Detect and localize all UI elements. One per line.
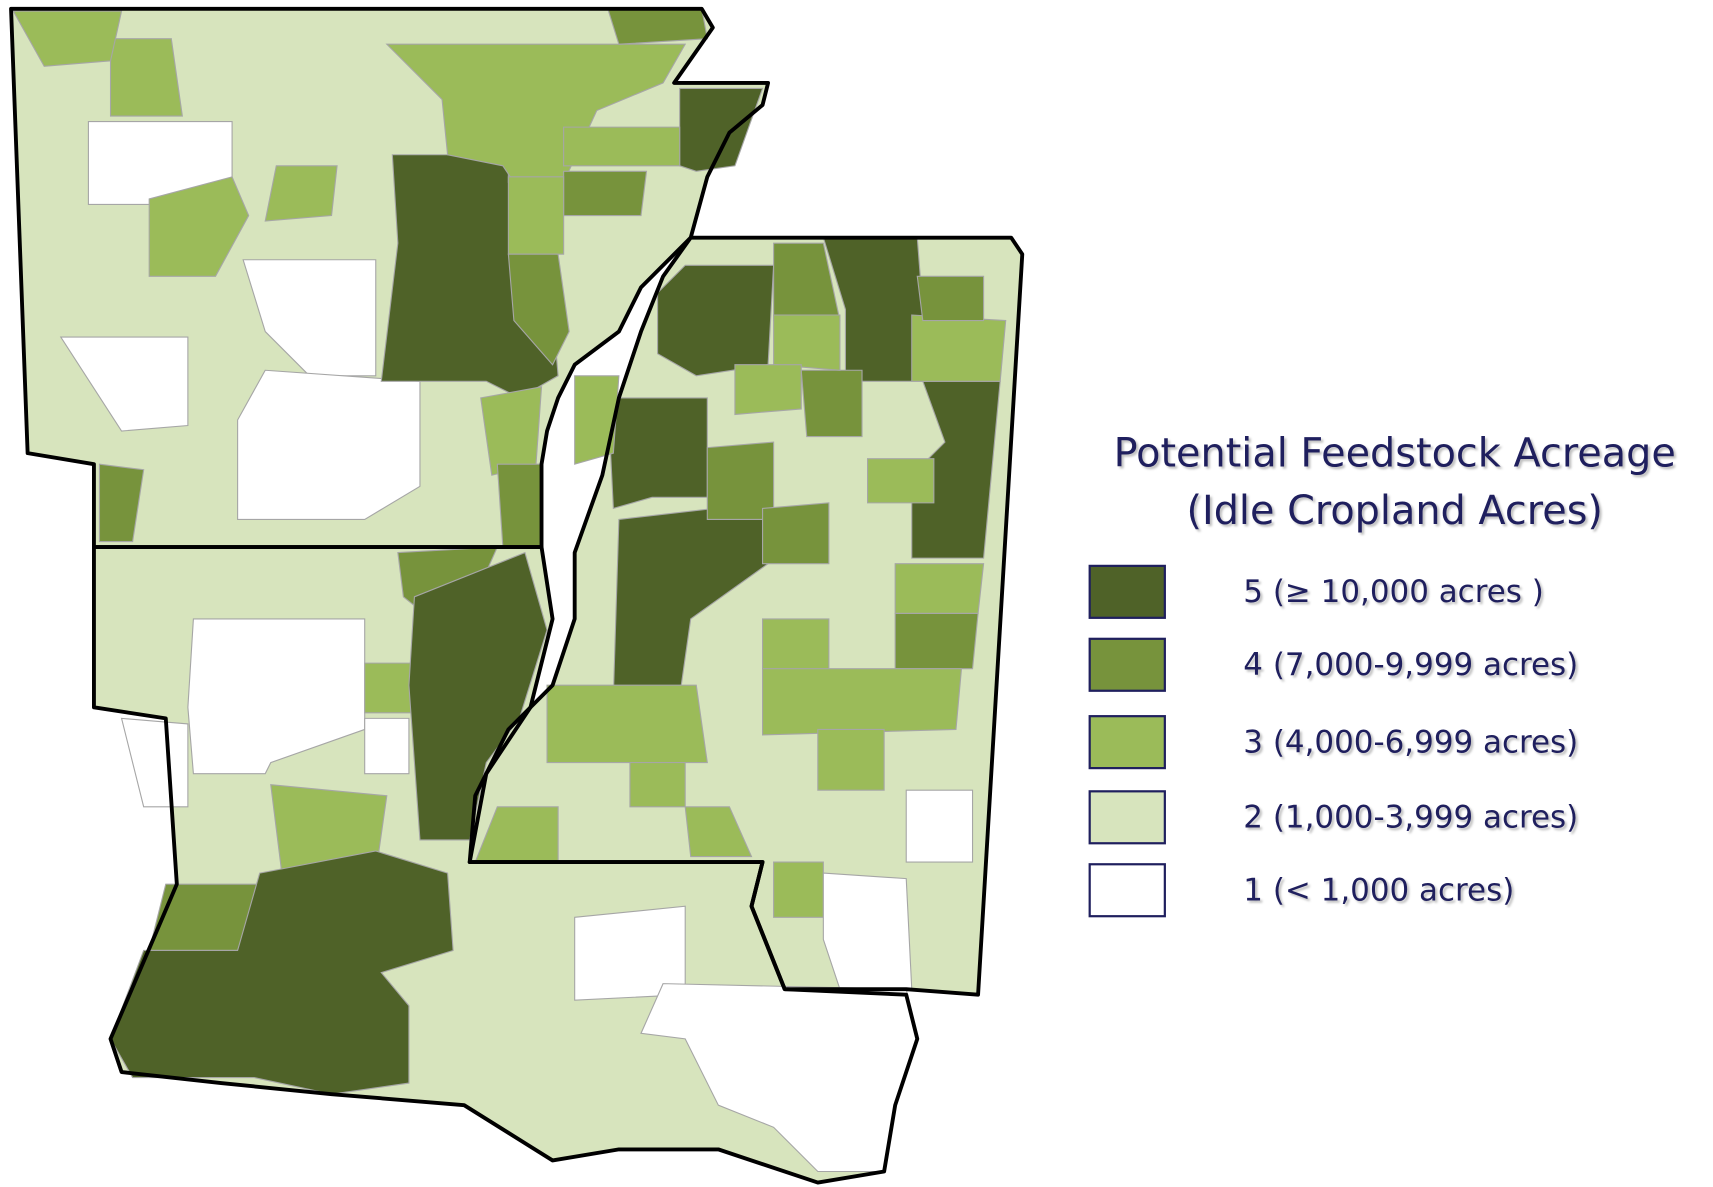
county-area [507, 176, 565, 255]
county-area [59, 336, 189, 432]
map-regions [10, 8, 1023, 1184]
legend-label: 2 (1,000-3,999 acres) [1243, 799, 1578, 835]
legend-swatch [1088, 637, 1166, 692]
county-area [734, 364, 802, 416]
county-area [364, 717, 410, 775]
legend-swatch [1088, 790, 1166, 845]
county-area [866, 458, 935, 504]
county-area [822, 872, 913, 990]
county-area [773, 314, 841, 371]
county-area [894, 563, 985, 614]
county-area [762, 668, 963, 736]
county-area [894, 612, 979, 670]
county-area [507, 253, 570, 366]
county-area [762, 618, 830, 675]
county-area [563, 126, 681, 167]
county-area [817, 728, 885, 791]
county-area [264, 165, 338, 222]
county-area [684, 806, 753, 858]
county-area [98, 463, 145, 543]
state-border [467, 235, 1025, 997]
county-area [679, 87, 764, 172]
county-area [607, 8, 708, 45]
county-area [408, 551, 548, 841]
county-area [546, 684, 708, 764]
county-area [148, 176, 250, 277]
county-area [657, 264, 775, 377]
legend-label: 4 (7,000-9,999 acres) [1243, 647, 1578, 683]
county-area [607, 397, 708, 510]
county-area [187, 618, 366, 775]
county-area [496, 463, 543, 548]
county-area [120, 717, 189, 808]
state-border [92, 545, 920, 1185]
county-area [762, 502, 830, 565]
legend-title: (Idle Cropland Acres) [1186, 488, 1603, 534]
county-area [563, 170, 648, 217]
county-area [911, 314, 1007, 382]
legend-label: 3 (4,000-6,999 acres) [1243, 724, 1578, 760]
county-area [237, 369, 421, 521]
legend-title: Potential Feedstock Acreage [1114, 430, 1676, 476]
county-area [916, 275, 985, 322]
legend: Potential Feedstock Acreage (Idle Cropla… [1088, 430, 1676, 918]
county-area [905, 789, 974, 863]
county-area [480, 386, 543, 476]
county-area [773, 861, 824, 918]
county-area [800, 369, 863, 438]
state-borders [9, 6, 1025, 1185]
legend-swatch [1088, 863, 1166, 918]
legend-label: 5 (≥ 10,000 acres ) [1243, 574, 1544, 610]
county-area [629, 762, 686, 808]
legend-label: 1 (< 1,000 acres) [1243, 872, 1514, 908]
county-area [109, 850, 454, 1095]
county-area [12, 10, 123, 67]
legend-swatch [1088, 564, 1166, 619]
legend-swatch [1088, 715, 1166, 770]
county-area [109, 38, 183, 117]
